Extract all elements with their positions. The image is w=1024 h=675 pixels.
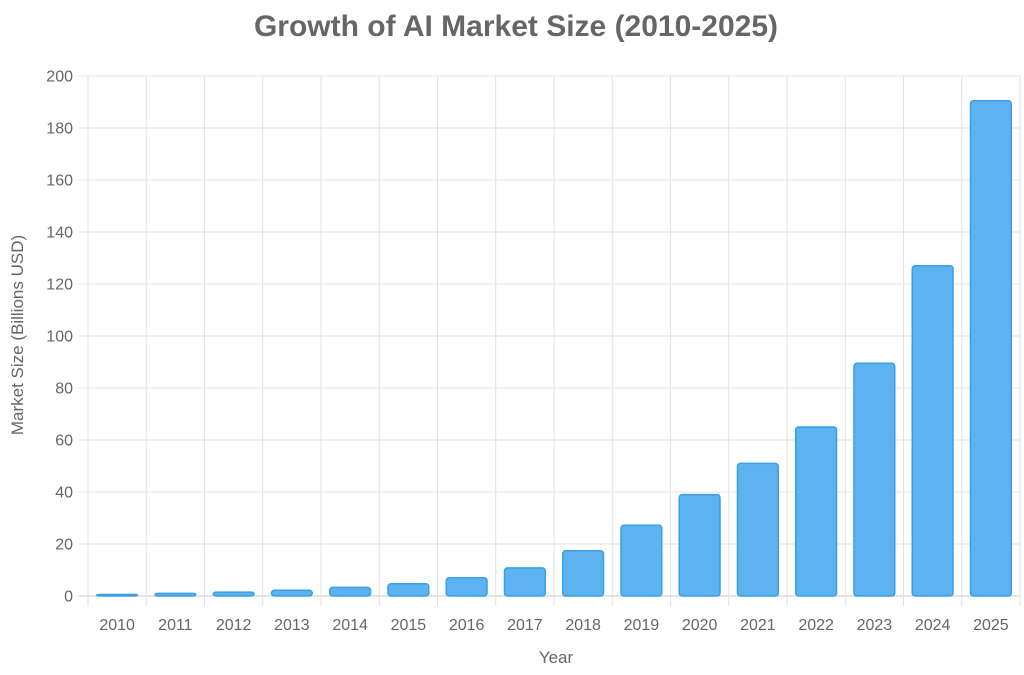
x-tick-label: 2018 <box>565 617 601 634</box>
bar-2015 <box>387 583 430 597</box>
bar-2017 <box>503 567 547 597</box>
x-tick-label: 2022 <box>798 617 834 634</box>
bar-2021 <box>736 462 780 597</box>
y-tick-label: 160 <box>46 173 73 190</box>
bar-2023 <box>853 362 896 597</box>
bars <box>95 99 1013 597</box>
y-tick-label: 120 <box>46 277 73 294</box>
y-tick-label: 180 <box>46 121 73 138</box>
y-tick-label: 140 <box>46 225 73 242</box>
x-tick-label: 2015 <box>391 617 427 634</box>
x-tick-label: 2023 <box>857 617 893 634</box>
y-tick-label: 40 <box>55 485 73 502</box>
x-tick-label: 2011 <box>158 617 193 634</box>
grid-lines <box>78 75 1021 606</box>
x-axis-title: Year <box>539 648 574 667</box>
x-tick-label: 2021 <box>740 617 776 634</box>
y-tick-label: 60 <box>55 433 73 450</box>
x-tick-label: 2010 <box>99 617 135 634</box>
y-tick-label: 20 <box>55 537 73 554</box>
x-tick-label: 2025 <box>973 617 1009 634</box>
x-tick-label: 2012 <box>216 617 252 634</box>
bar-2018 <box>561 550 605 597</box>
chart-title: Growth of AI Market Size (2010-2025) <box>254 10 778 43</box>
bar-2024 <box>911 265 954 597</box>
x-tick-label: 2014 <box>332 617 368 634</box>
x-tick-label: 2017 <box>507 617 543 634</box>
x-tick-label: 2013 <box>274 617 310 634</box>
x-tick-label: 2016 <box>449 617 485 634</box>
bar-2022 <box>794 426 838 597</box>
y-axis-ticks: 0 20 40 60 80 100 120 140 160 180 200 <box>46 69 73 606</box>
x-tick-label: 2019 <box>624 617 660 634</box>
bar-2019 <box>620 524 663 597</box>
bar-2025 <box>969 99 1013 597</box>
bar-2013 <box>270 589 314 597</box>
y-axis-title: Market Size (Billions USD) <box>8 235 27 435</box>
x-tick-label: 2024 <box>915 617 951 634</box>
y-tick-label: 200 <box>46 69 73 86</box>
bar-2010 <box>95 593 139 597</box>
bar-2014 <box>328 586 372 597</box>
bar-2016 <box>445 577 488 597</box>
y-tick-label: 0 <box>64 589 73 606</box>
bar-2012 <box>212 591 255 597</box>
bar-2011 <box>154 592 197 597</box>
y-tick-label: 80 <box>55 381 73 398</box>
x-axis-ticks: 2010 2011 2012 2013 2014 2015 2016 2017 2018 2019… <box>99 617 1008 634</box>
bar-2020 <box>678 493 721 597</box>
x-tick-label: 2020 <box>682 617 718 634</box>
y-tick-label: 100 <box>46 329 73 346</box>
